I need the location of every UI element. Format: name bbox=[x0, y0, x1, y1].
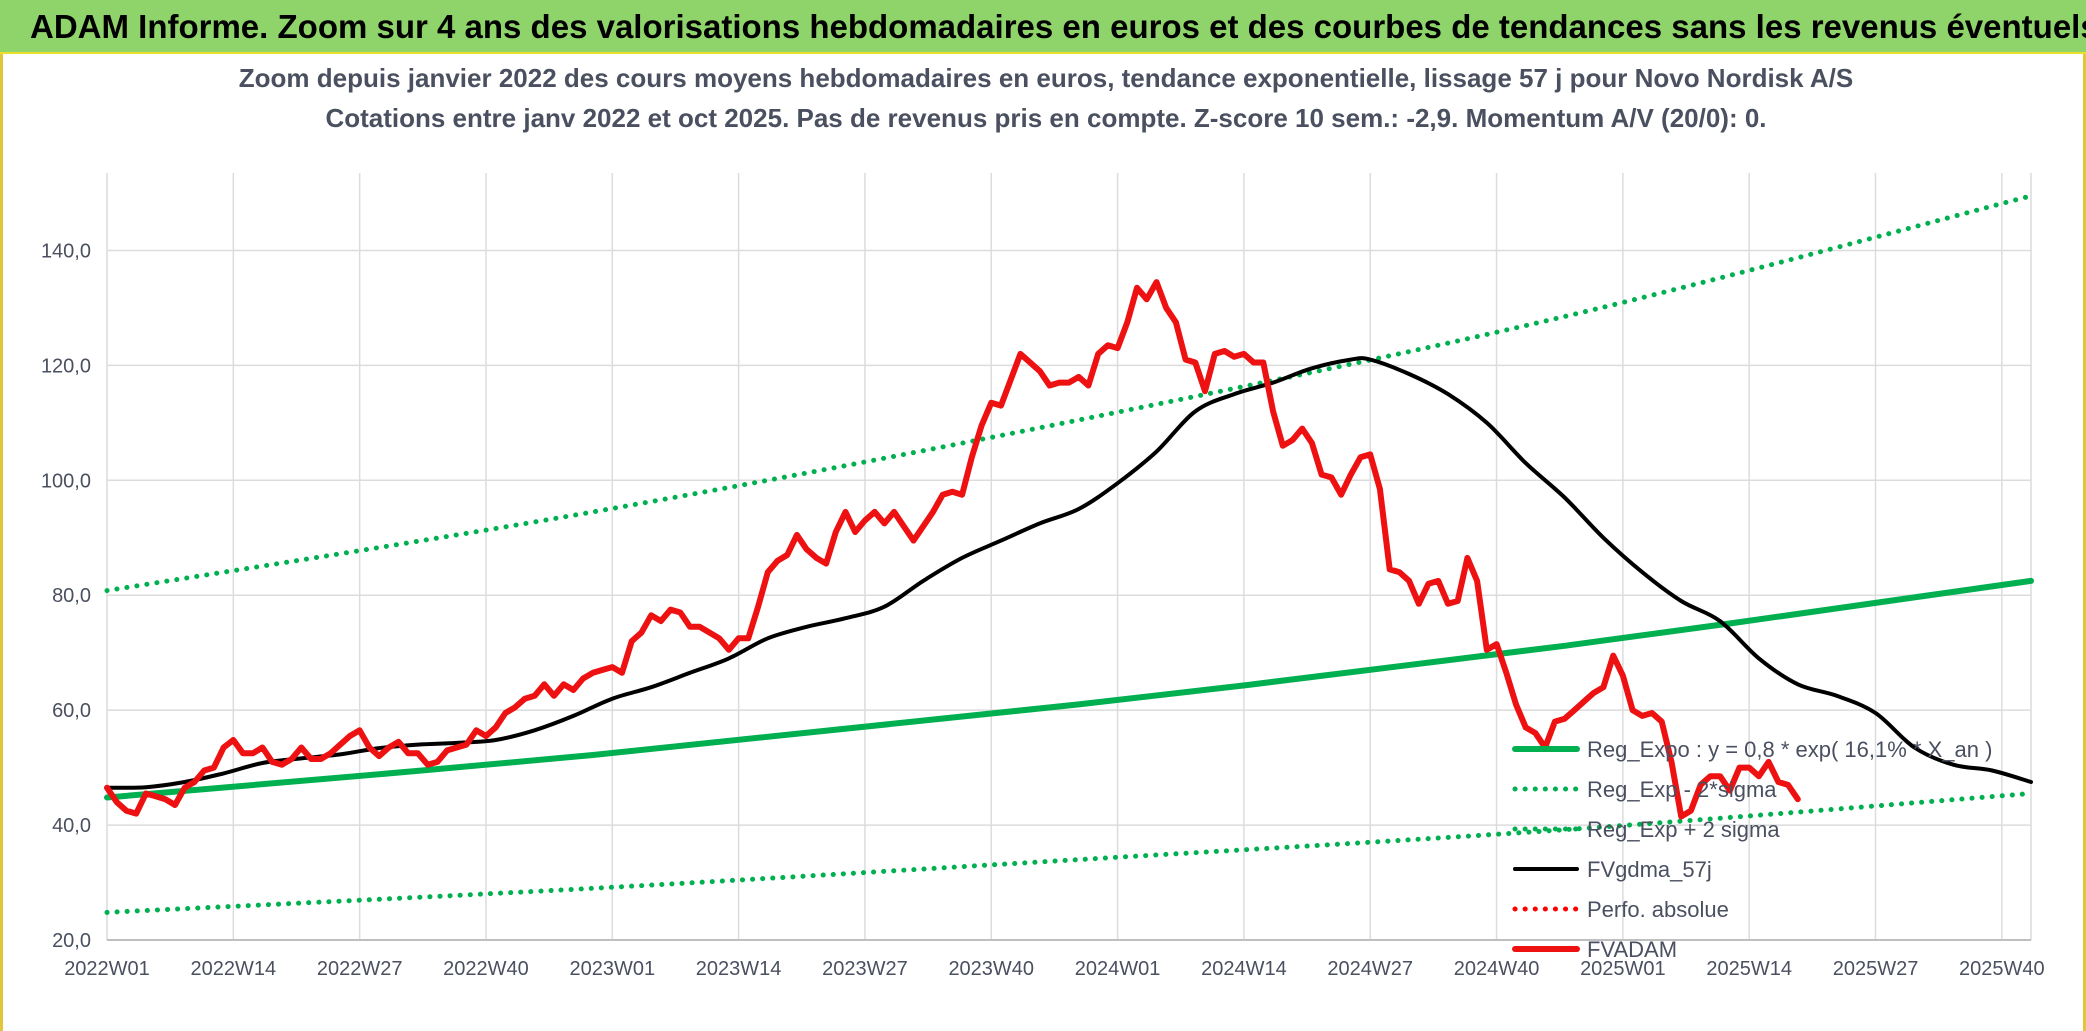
legend-label: Perfo. absolue bbox=[1587, 897, 1729, 922]
x-tick-label: 2023W40 bbox=[948, 958, 1034, 980]
legend-label: Reg_Expo : y = 0,8 * exp( 16,1% * X_an ) bbox=[1587, 737, 1992, 762]
series-line-1 bbox=[104, 791, 2034, 915]
x-tick-label: 2025W14 bbox=[1706, 958, 1792, 980]
x-tick-label: 2025W01 bbox=[1580, 958, 1666, 980]
x-tick-label: 2024W14 bbox=[1201, 958, 1287, 980]
x-tick-label: 2022W01 bbox=[64, 958, 150, 980]
chart-title: Zoom depuis janvier 2022 des cours moyen… bbox=[238, 63, 1854, 93]
chart-area: Zoom depuis janvier 2022 des cours moyen… bbox=[0, 54, 2086, 1031]
x-tick-label: 2024W27 bbox=[1327, 958, 1413, 980]
x-tick-label: 2024W01 bbox=[1075, 958, 1161, 980]
report-title: ADAM Informe. Zoom sur 4 ans des valoris… bbox=[30, 8, 2086, 45]
series-line-5 bbox=[104, 279, 1801, 820]
x-tick-label: 2022W27 bbox=[317, 958, 403, 980]
x-tick-label: 2025W40 bbox=[1959, 958, 2045, 980]
x-tick-label: 2023W01 bbox=[569, 958, 655, 980]
y-tick-label: 140,0 bbox=[41, 240, 91, 262]
series-lines bbox=[104, 193, 2034, 915]
series-line-2 bbox=[104, 193, 2034, 594]
legend: Reg_Expo : y = 0,8 * exp( 16,1% * X_an )… bbox=[1512, 737, 1992, 962]
header-banner: ADAM Informe. Zoom sur 4 ans des valoris… bbox=[0, 0, 2086, 54]
x-tick-label: 2022W40 bbox=[443, 958, 529, 980]
grid bbox=[106, 173, 2032, 941]
x-tick-label: 2023W14 bbox=[696, 958, 782, 980]
y-tick-label: 60,0 bbox=[52, 700, 91, 722]
legend-label: Reg_Exp + 2 sigma bbox=[1587, 817, 1780, 842]
y-tick-label: 80,0 bbox=[52, 585, 91, 607]
x-tick-label: 2024W40 bbox=[1454, 958, 1540, 980]
axes: 20,0 40,0 60,0 80,0 100,0 120,0 140,0 2022W01 20… bbox=[41, 240, 2045, 980]
line-chart: 20,0 40,0 60,0 80,0 100,0 120,0 140,0 2022W01 20… bbox=[41, 173, 2045, 980]
x-tick-label: 2022W14 bbox=[191, 958, 277, 980]
y-tick-label: 100,0 bbox=[41, 470, 91, 492]
legend-label: Reg_Exp - 2*sigma bbox=[1587, 777, 1777, 802]
y-tick-label: 20,0 bbox=[52, 930, 91, 952]
legend-label: FVgdma_57j bbox=[1587, 857, 1712, 882]
y-tick-label: 120,0 bbox=[41, 355, 91, 377]
chart-subtitle: Cotations entre janv 2022 et oct 2025. P… bbox=[325, 103, 1767, 133]
x-tick-label: 2023W27 bbox=[822, 958, 908, 980]
y-tick-label: 40,0 bbox=[52, 815, 91, 837]
series-line-3 bbox=[105, 356, 2033, 790]
x-tick-label: 2025W27 bbox=[1833, 958, 1919, 980]
series-line-0 bbox=[104, 577, 2034, 801]
legend-label: FVADAM bbox=[1587, 937, 1677, 962]
